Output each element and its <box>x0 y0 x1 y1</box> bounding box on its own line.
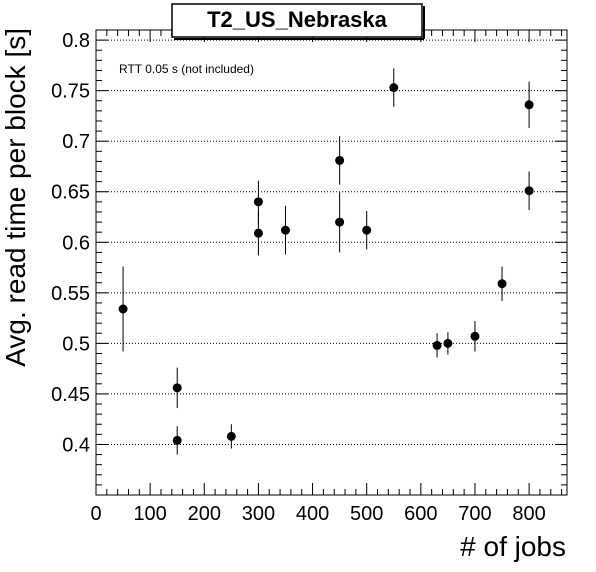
x-axis-label: # of jobs <box>460 531 566 562</box>
data-point <box>335 217 345 227</box>
data-point <box>470 331 480 341</box>
y-tick-label: 0.7 <box>62 131 90 153</box>
y-tick-label: 0.8 <box>62 30 90 52</box>
x-tick-label: 800 <box>512 503 545 525</box>
data-point <box>524 186 534 196</box>
x-tick-label: 500 <box>350 503 383 525</box>
data-point <box>280 225 290 235</box>
data-point <box>432 340 442 350</box>
data-point <box>335 155 345 165</box>
grid-lines <box>96 39 567 445</box>
y-tick-label: 0.5 <box>62 333 90 355</box>
x-tick-label: 400 <box>296 503 329 525</box>
data-point <box>172 435 182 445</box>
y-axis-label: Avg. read time per block [s] <box>0 28 31 367</box>
x-tick-label: 300 <box>242 503 275 525</box>
y-tick-label: 0.65 <box>51 182 90 204</box>
x-tick-label: 700 <box>458 503 491 525</box>
data-point <box>443 338 453 348</box>
data-point <box>253 197 263 207</box>
y-tick-label: 0.6 <box>62 232 90 254</box>
data-point <box>253 228 263 238</box>
data-point <box>118 304 128 314</box>
title-box <box>171 3 423 38</box>
x-tick-label: 100 <box>133 503 166 525</box>
y-tick-label: 0.45 <box>51 384 90 406</box>
y-tick-label: 0.4 <box>62 434 90 456</box>
y-tick-label: 0.75 <box>51 81 90 103</box>
x-tick-label: 200 <box>188 503 221 525</box>
data-points <box>118 68 534 455</box>
x-tick-label: 0 <box>90 503 101 525</box>
chart-title: T2_US_Nebraska <box>207 7 388 32</box>
data-point <box>524 100 534 110</box>
rtt-annotation: RTT 0.05 s (not included) <box>119 62 254 76</box>
data-point <box>389 83 399 93</box>
data-point <box>172 383 182 393</box>
x-tick-label: 600 <box>404 503 437 525</box>
data-point <box>226 431 236 441</box>
data-point <box>362 225 372 235</box>
data-point <box>497 279 507 289</box>
y-tick-label: 0.55 <box>51 283 90 305</box>
